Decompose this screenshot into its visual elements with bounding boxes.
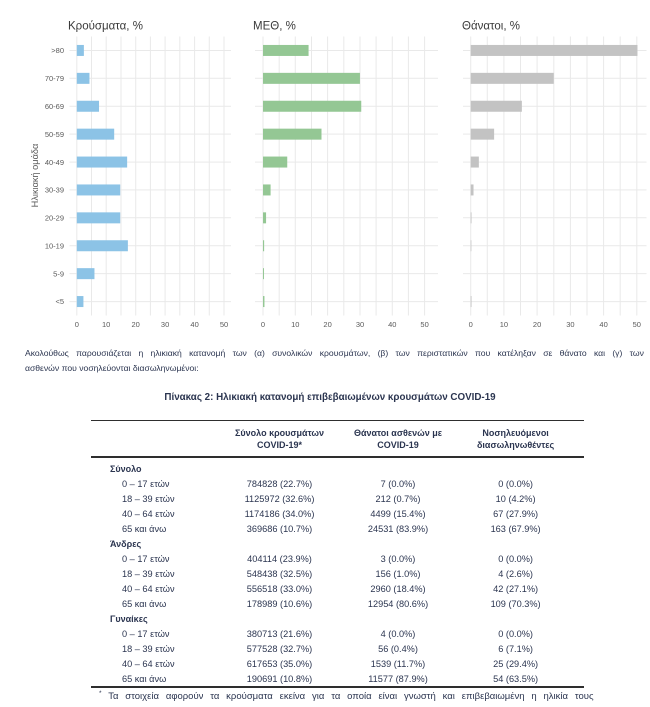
svg-text:>80: >80 [51, 46, 64, 55]
svg-text:50: 50 [420, 320, 428, 329]
svg-text:40: 40 [599, 320, 607, 329]
svg-text:20-29: 20-29 [45, 214, 64, 223]
svg-text:20: 20 [533, 320, 541, 329]
svg-text:0: 0 [75, 320, 79, 329]
svg-text:50: 50 [633, 320, 641, 329]
svg-text:0: 0 [261, 320, 265, 329]
svg-text:10: 10 [102, 320, 110, 329]
svg-text:20: 20 [323, 320, 331, 329]
svg-text:40-49: 40-49 [45, 158, 64, 167]
svg-text:<5: <5 [55, 297, 64, 306]
svg-text:5-9: 5-9 [53, 269, 64, 278]
svg-text:20: 20 [132, 320, 140, 329]
svg-text:50: 50 [220, 320, 228, 329]
svg-text:30: 30 [566, 320, 574, 329]
svg-text:40: 40 [190, 320, 198, 329]
svg-text:ΜΕΘ, %: ΜΕΘ, % [253, 21, 296, 33]
svg-text:40: 40 [388, 320, 396, 329]
svg-text:30: 30 [161, 320, 169, 329]
svg-text:70-79: 70-79 [45, 74, 64, 83]
svg-text:50-59: 50-59 [45, 130, 64, 139]
svg-text:Κρούσματα, %: Κρούσματα, % [68, 21, 143, 33]
svg-text:10: 10 [500, 320, 508, 329]
svg-text:Ηλικιακή ομάδα: Ηλικιακή ομάδα [30, 143, 40, 207]
svg-text:30-39: 30-39 [45, 186, 64, 195]
svg-text:10: 10 [291, 320, 299, 329]
svg-text:10-19: 10-19 [45, 241, 64, 250]
svg-text:60-69: 60-69 [45, 102, 64, 111]
svg-text:0: 0 [469, 320, 473, 329]
svg-text:30: 30 [356, 320, 364, 329]
svg-text:Θάνατοι, %: Θάνατοι, % [462, 21, 520, 33]
